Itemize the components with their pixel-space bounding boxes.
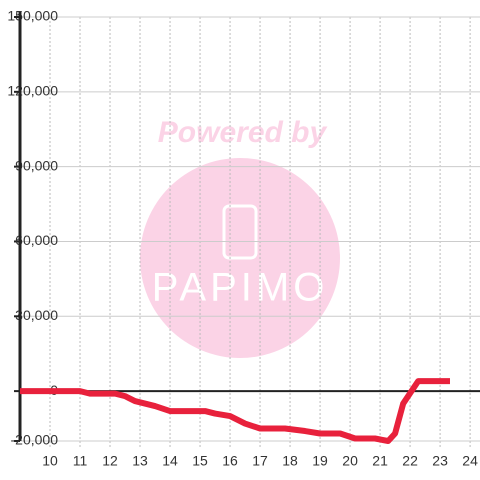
x-tick-label: 12: [102, 453, 118, 469]
y-tick-label: 150,000: [7, 8, 58, 24]
x-tick-label: 10: [42, 453, 58, 469]
y-tick-label: 30,000: [15, 307, 58, 323]
x-tick-label: 21: [372, 453, 388, 469]
watermark-text: PAPIMO: [152, 266, 329, 310]
x-tick-label: 19: [312, 453, 328, 469]
x-tick-label: 22: [402, 453, 418, 469]
watermark-text: Powered by: [158, 116, 328, 149]
line: [20, 378, 450, 444]
x-tick-label: 23: [432, 453, 448, 469]
x-tick-label: 17: [252, 453, 268, 469]
watermark-icon: [222, 204, 258, 260]
x-tick-label: 13: [132, 453, 148, 469]
x-tick-label: 15: [192, 453, 208, 469]
y-tick-label: 60,000: [15, 232, 58, 248]
x-tick-label: 16: [222, 453, 238, 469]
y-tick-label: 90,000: [15, 157, 58, 173]
x-tick-label: 20: [342, 453, 358, 469]
y-tick-label: 120,000: [7, 83, 58, 99]
y-tick-label: -20,000: [11, 432, 59, 448]
x-tick-label: 18: [282, 453, 298, 469]
x-tick-label: 14: [162, 453, 178, 469]
x-tick-label: 24: [462, 453, 478, 469]
x-tick-label: 11: [73, 453, 88, 469]
